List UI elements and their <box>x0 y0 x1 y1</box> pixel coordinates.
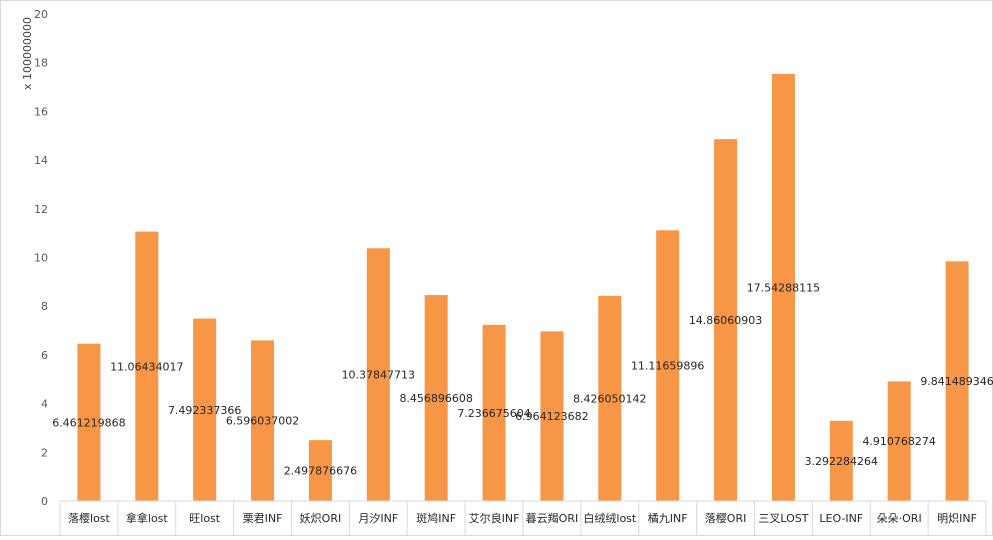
bar <box>251 340 275 501</box>
bar <box>771 73 795 501</box>
x-tick-label: LEO-INF <box>819 512 863 525</box>
data-label: 8.456896608 <box>399 392 472 405</box>
x-tick-label: 明炽INF <box>937 512 977 525</box>
x-tick-label: 落樱lost <box>68 512 111 525</box>
y-tick-label: 2 <box>41 446 48 459</box>
data-label: 7.236675604 <box>457 407 530 420</box>
y-tick-label: 6 <box>41 349 48 362</box>
data-labels: 6.461219868 11.06434017 7.4923373666.59603… <box>52 281 993 477</box>
x-tick-label: 三叉LOST <box>758 512 808 525</box>
x-axis: 落樱lost 拿拿lost 旺lost 栗君INF 妖炽ORI 月汐INF 斑鸠INF 艾尔良… <box>59 500 987 535</box>
bar <box>540 331 564 501</box>
data-label: 9.841489346 <box>920 375 993 388</box>
data-label: 14.86060903 <box>689 314 762 327</box>
y-tick-label: 16 <box>34 105 48 118</box>
x-tick-label: 拿拿lost <box>126 511 169 525</box>
y-tick-label: 18 <box>34 57 48 70</box>
data-label: 6.596037002 <box>226 415 299 428</box>
y-unit-label: x 100000000 <box>21 17 34 90</box>
data-label: 3.292284264 <box>805 455 878 468</box>
data-label: 6.461219868 <box>52 416 125 429</box>
x-tick-label: 艾尔良INF <box>469 511 520 525</box>
x-tick-label: 橘九INF <box>648 512 688 525</box>
y-tick-label: 14 <box>34 154 48 167</box>
data-label: 8.426050142 <box>573 392 646 405</box>
y-tick-label: 10 <box>34 252 48 265</box>
x-tick-label: 白绒绒lost <box>583 511 637 525</box>
x-tick-label: 妖炽ORI <box>300 511 342 525</box>
bar <box>598 295 622 501</box>
data-label: 6.964123682 <box>515 410 588 423</box>
x-tick-label: 斑鸠INF <box>416 511 456 525</box>
bar <box>366 248 390 501</box>
data-label: 10.37847713 <box>342 369 415 382</box>
x-tick-label: 月汐INF <box>358 511 398 525</box>
y-tick-label: 0 <box>41 495 48 508</box>
bar <box>308 440 332 501</box>
data-label: 11.11659896 <box>631 360 704 373</box>
data-label: 7.492337366 <box>168 404 241 417</box>
x-tick-label: 落樱ORI <box>705 512 747 525</box>
bar <box>656 230 680 501</box>
bar <box>829 420 853 501</box>
data-label: 2.497876676 <box>284 465 357 478</box>
bar <box>945 261 969 501</box>
x-tick-label: 栗君INF <box>243 512 283 525</box>
x-tick-label: 暮云羯ORI <box>526 511 579 525</box>
data-label: 4.910768274 <box>862 435 935 448</box>
data-label: 11.06434017 <box>110 360 183 373</box>
bar <box>482 324 506 501</box>
y-tick-label: 12 <box>34 203 48 216</box>
bar <box>135 231 159 501</box>
bar <box>714 139 738 501</box>
bar <box>77 343 101 501</box>
bar <box>193 318 217 501</box>
x-tick-label: 朵朵·ORI <box>877 512 922 525</box>
bar <box>887 381 911 501</box>
y-tick-label: 20 <box>34 8 48 21</box>
bar <box>424 295 448 501</box>
y-axis: 0 2 4 6 8 10 12 14 16 18 20 <box>34 8 48 508</box>
x-tick-label: 旺lost <box>189 512 221 525</box>
bars <box>77 73 969 501</box>
y-tick-label: 4 <box>41 398 48 411</box>
data-label: 17.54288115 <box>747 281 820 294</box>
y-tick-label: 8 <box>41 300 48 313</box>
